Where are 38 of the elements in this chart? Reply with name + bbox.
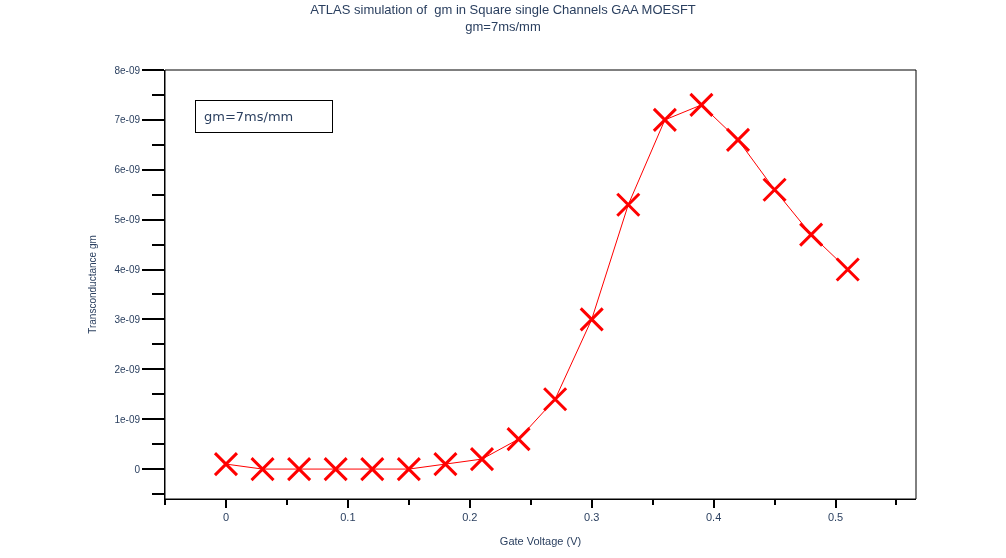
y-tick-label: 2e-09 bbox=[114, 363, 141, 375]
point bbox=[798, 222, 824, 248]
x-tick-label: 0.2 bbox=[462, 511, 478, 524]
point bbox=[286, 456, 312, 482]
y-tick-label: 6e-09 bbox=[114, 164, 141, 176]
y-tick-label: 7e-09 bbox=[114, 114, 141, 126]
x-tick-label: 0.1 bbox=[340, 511, 356, 524]
x-tick-label: 0 bbox=[222, 511, 230, 524]
point bbox=[579, 306, 605, 332]
x-tick-label: 0.3 bbox=[584, 511, 600, 524]
point bbox=[213, 451, 239, 477]
point bbox=[359, 456, 385, 482]
point bbox=[762, 177, 788, 203]
y-tick-label: 0 bbox=[134, 463, 141, 475]
y-axis-title: Transconductance gm bbox=[87, 235, 99, 334]
x-tick-label: 0.4 bbox=[705, 511, 722, 524]
point bbox=[506, 426, 532, 452]
point bbox=[432, 451, 458, 477]
y-tick-label: 5e-09 bbox=[114, 214, 141, 226]
x-tick-label: 0.5 bbox=[827, 511, 844, 524]
point bbox=[396, 456, 422, 482]
point bbox=[725, 127, 751, 153]
point bbox=[323, 456, 349, 482]
point bbox=[542, 386, 568, 412]
point bbox=[835, 257, 861, 283]
y-tick-label: 1e-09 bbox=[114, 413, 141, 425]
y-tick-label: 4e-09 bbox=[114, 264, 141, 276]
point bbox=[469, 446, 495, 472]
x-axis-title: Gate Voltage (V) bbox=[499, 535, 582, 548]
chart-subtitle: gm=7ms/mm bbox=[465, 18, 541, 34]
point bbox=[688, 92, 714, 118]
point bbox=[250, 456, 276, 482]
point bbox=[615, 192, 641, 218]
y-tick-label: 3e-09 bbox=[114, 313, 141, 325]
y-tick-label: 8e-09 bbox=[114, 64, 141, 76]
point bbox=[652, 107, 678, 133]
chart-title: ATLAS simulation of gm in Square single Channels GAA MOESFT bbox=[310, 1, 696, 17]
annotation: gm=7ms/mm bbox=[204, 109, 294, 124]
